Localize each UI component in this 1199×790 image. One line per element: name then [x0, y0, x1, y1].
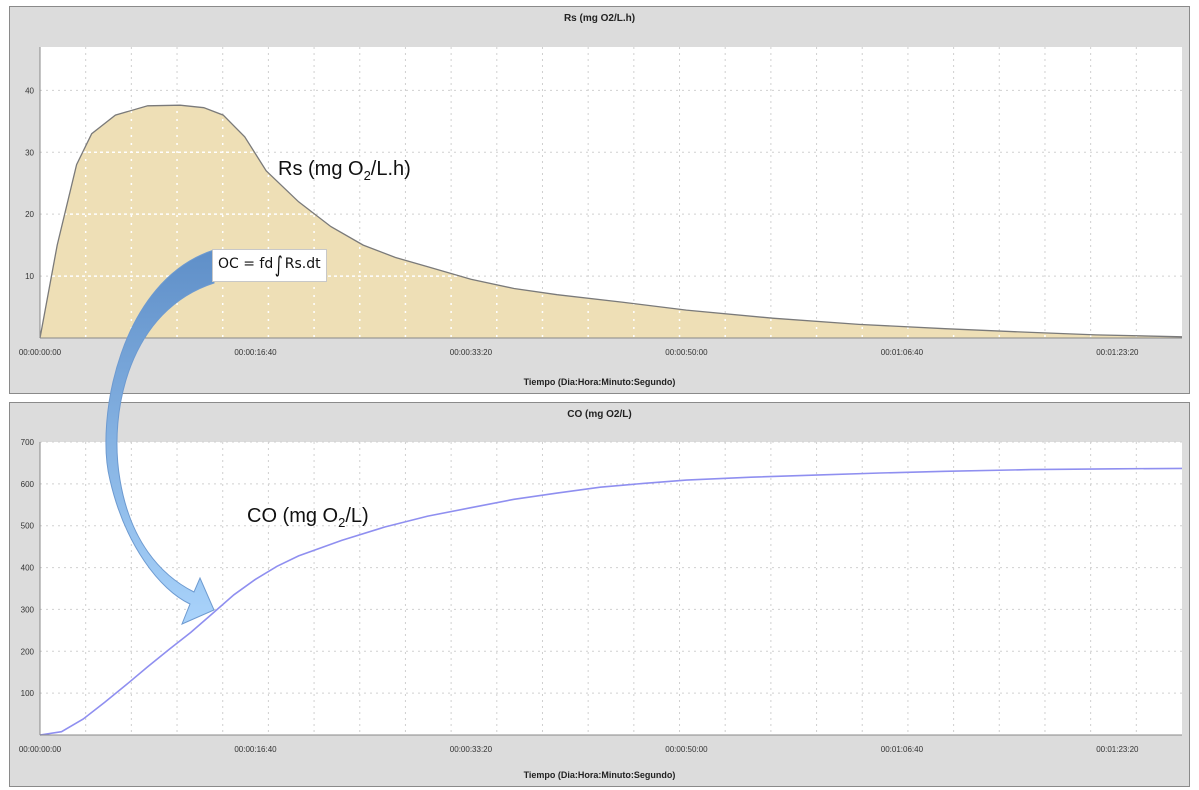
rs-y-tick-label: 20 [25, 210, 34, 219]
rs-annotation-prefix: Rs (mg O [278, 158, 364, 180]
formula-rhs: Rs.dt [284, 256, 321, 272]
co-annotation-prefix: CO (mg O [247, 505, 339, 527]
co-y-tick-label: 700 [21, 438, 35, 447]
rs-x-tick-label: 00:00:16:40 [234, 348, 277, 357]
co-chart-svg: 100 200 300 400 500 600 700 00:00:00:00 00:00:16… [19, 438, 1183, 754]
rs-series-line [39, 104, 1183, 339]
formula-lhs: OC = fd [218, 256, 274, 272]
rs-x-tick-label: 00:01:23:20 [1096, 348, 1139, 357]
co-x-tick-label: 00:01:23:20 [1096, 745, 1139, 754]
co-x-tick-label: 00:00:16:40 [234, 745, 277, 754]
co-y-tick-label: 100 [21, 689, 35, 698]
rs-annotation: Rs (mg O2/L.h) [278, 158, 411, 183]
rs-chart-panel: Rs (mg O2/L.h) 10 20 30 40 00:00:00:00 00:00:… [9, 6, 1190, 394]
rs-y-tick-label: 30 [25, 148, 34, 157]
integral-symbol: ∫ [274, 253, 283, 278]
rs-chart-title: Rs (mg O2/L.h) [563, 13, 636, 24]
formula-box: OC = fd∫ Rs.dt [212, 249, 327, 282]
rs-x-axis-title: Tiempo (Dia:Hora:Minuto:Segundo) [523, 377, 676, 387]
rs-x-tick-label: 00:00:33:20 [450, 348, 493, 357]
co-y-tick-label: 200 [21, 647, 35, 656]
rs-y-tick-label: 10 [25, 272, 34, 281]
rs-x-tick-label: 00:00:00:00 [19, 348, 62, 357]
rs-x-tick-label: 00:01:06:40 [881, 348, 924, 357]
rs-y-tick-label: 40 [25, 86, 34, 95]
co-y-tick-label: 600 [21, 480, 35, 489]
rs-annotation-suffix: /L.h) [370, 158, 411, 180]
co-series-line [39, 467, 1183, 736]
co-x-tick-label: 00:00:33:20 [450, 745, 493, 754]
rs-chart-svg: 10 20 30 40 00:00:00:00 00:00:16:40 00:00:33:2… [19, 47, 1183, 357]
co-x-tick-label: 00:00:00:00 [19, 745, 62, 754]
rs-x-tick-label: 00:00:50:00 [665, 348, 708, 357]
co-y-tick-label: 400 [21, 564, 35, 573]
co-annotation-sub: 2 [338, 515, 346, 530]
co-plot-area [40, 442, 1182, 735]
co-chart-panel: CO (mg O2/L) 100 200 300 400 500 600 700 00:00:… [9, 402, 1190, 787]
co-x-axis-title: Tiempo (Dia:Hora:Minuto:Segundo) [523, 770, 676, 780]
co-y-tick-label: 300 [21, 605, 35, 614]
co-annotation-suffix: /L) [345, 505, 369, 527]
co-y-tick-label: 500 [21, 522, 35, 531]
co-x-tick-label: 00:01:06:40 [881, 745, 924, 754]
co-x-tick-label: 00:00:50:00 [665, 745, 708, 754]
co-chart-title: CO (mg O2/L) [567, 409, 632, 420]
co-annotation: CO (mg O2/L) [247, 505, 369, 530]
rs-annotation-sub: 2 [363, 168, 371, 183]
